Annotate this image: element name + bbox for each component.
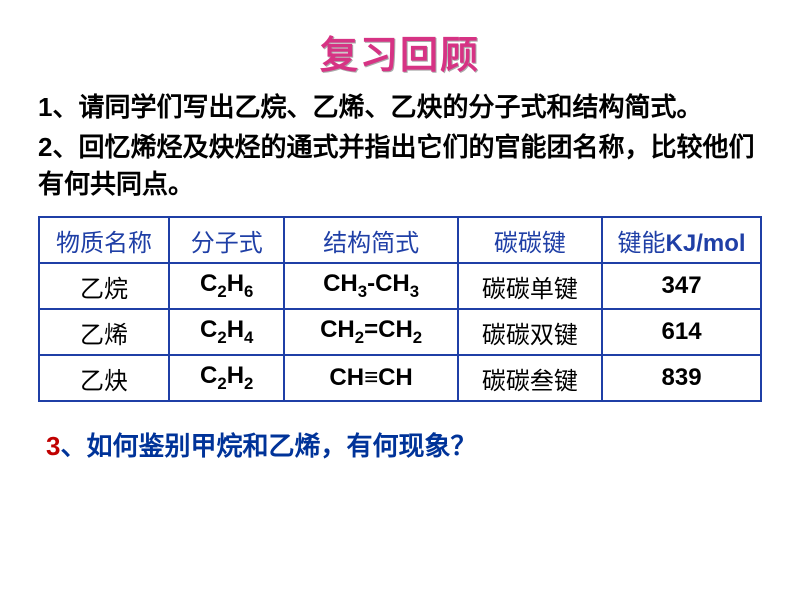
cell-formula: C2H6 [169,263,285,309]
cell-struct: CH≡CH [284,355,457,401]
table-body: 乙烷C2H6CH3-CH3碳碳单键347乙烯C2H4CH2=CH2碳碳双键614… [39,263,761,401]
col-name-header: 物质名称 [39,217,169,263]
question-1: 1、请同学们写出乙烷、乙烯、乙炔的分子式和结构简式。 [38,89,762,127]
hydrocarbon-table: 物质名称 分子式 结构简式 碳碳键 键能KJ/mol 乙烷C2H6CH3-CH3… [38,216,762,402]
cell-formula: C2H4 [169,309,285,355]
slide: 复习回顾 1、请同学们写出乙烷、乙烯、乙炔的分子式和结构简式。 2、回忆烯烃及炔… [0,0,800,600]
cell-energy: 839 [602,355,761,401]
question-3: 3、如何鉴别甲烷和乙烯，有何现象？ [46,426,762,463]
slide-title: 复习回顾 [38,24,762,79]
col-struct-header: 结构简式 [284,217,457,263]
col-bond-header: 碳碳键 [458,217,602,263]
cell-bond: 碳碳双键 [458,309,602,355]
cell-name: 乙炔 [39,355,169,401]
cell-name: 乙烷 [39,263,169,309]
q3-text: 、如何鉴别甲烷和乙烯，有何现象？ [60,431,476,461]
cell-energy: 614 [602,309,761,355]
table-row: 乙烷C2H6CH3-CH3碳碳单键347 [39,263,761,309]
energy-prefix: 键能 [618,230,666,257]
cell-struct: CH2=CH2 [284,309,457,355]
table-row: 乙烯C2H4CH2=CH2碳碳双键614 [39,309,761,355]
cell-bond: 碳碳单键 [458,263,602,309]
col-formula-header: 分子式 [169,217,285,263]
q3-number: 3 [46,431,60,461]
cell-energy: 347 [602,263,761,309]
energy-unit: KJ/mol [666,230,746,257]
cell-struct: CH3-CH3 [284,263,457,309]
cell-name: 乙烯 [39,309,169,355]
cell-formula: C2H2 [169,355,285,401]
table-row: 乙炔C2H2CH≡CH碳碳叁键839 [39,355,761,401]
table-header-row: 物质名称 分子式 结构简式 碳碳键 键能KJ/mol [39,217,761,263]
question-2: 2、回忆烯烃及炔烃的通式并指出它们的官能团名称，比较他们有何共同点。 [38,129,762,204]
cell-bond: 碳碳叁键 [458,355,602,401]
col-energy-header: 键能KJ/mol [602,217,761,263]
